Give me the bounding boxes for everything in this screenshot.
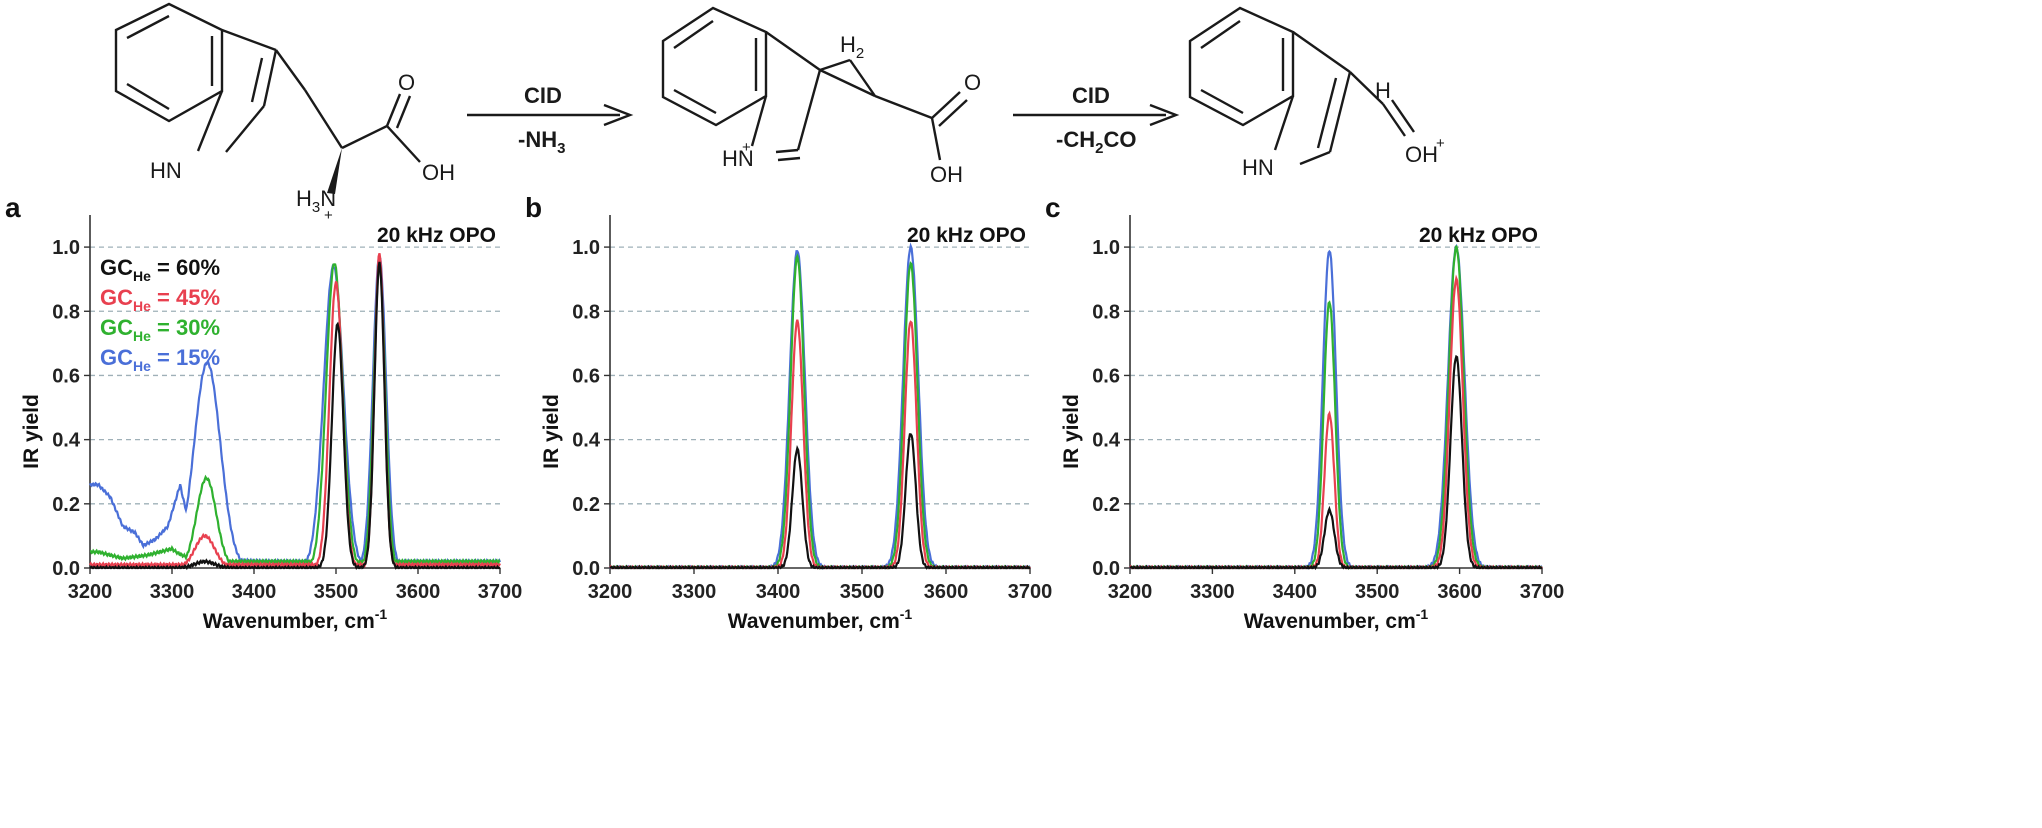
intermediate-hn-label: HN <box>722 146 754 171</box>
x-tick-label: 3600 <box>396 581 441 603</box>
y-axis-title: IR yield <box>20 394 43 469</box>
opo-annotation: 20 kHz OPO <box>377 224 496 247</box>
x-tick-label: 3400 <box>756 581 801 603</box>
panel-b: b 0.0 0.2 0.4 0.6 0.8 1.0 3200 3300 3400 3500 3600 3… <box>520 190 1200 828</box>
reaction-scheme: HN O OH CID -NH3 H2 HN + O OH CID -CH2CO… <box>114 2 1445 194</box>
y-tick-label: 0.8 <box>1092 301 1120 323</box>
product-nh-label: HN <box>1242 155 1274 180</box>
chart-a: a 0.0 0.2 0.4 0.6 0.8 1.0 3200 3300 3400 3500 3600 3… <box>5 192 523 633</box>
product-h-label: H <box>1375 78 1391 103</box>
y-tick-label: 0.8 <box>52 301 80 323</box>
product-charge: + <box>1436 135 1445 152</box>
x-tick-label: 3200 <box>1108 581 1153 603</box>
intermediate-h2-label: H2 <box>840 32 864 62</box>
x-tick-label: 3300 <box>672 581 717 603</box>
y-tick-label: 0.4 <box>572 430 601 452</box>
y-tick-label: 1.0 <box>52 237 80 259</box>
x-tick-label: 3700 <box>1008 581 1053 603</box>
series-line-111111 <box>1129 354 1543 571</box>
product-structure <box>1188 6 1415 166</box>
legend-entry: GCHe = 60% <box>100 255 220 284</box>
y-tick-label: 0.4 <box>1092 430 1121 452</box>
series-line-111111 <box>609 433 1031 570</box>
y-axis-title: IR yield <box>1060 394 1083 469</box>
x-axis-title: Wavenumber, cm-1 <box>728 606 913 633</box>
intermediate-oh-label: OH <box>930 162 963 187</box>
y-axis-title: IR yield <box>540 394 563 469</box>
svg-text:H3N: H3N <box>296 186 336 216</box>
x-tick-label: 3700 <box>478 581 523 603</box>
panel-c: c 0.0 0.2 0.4 0.6 0.8 1.0 3200 3300 3400 3500 3600 3… <box>1040 190 1720 828</box>
y-tick-label: 0.0 <box>572 558 600 580</box>
panel-a: a 0.0 0.2 0.4 0.6 0.8 1.0 3200 3300 3400 3500 3600 3… <box>0 190 680 828</box>
y-tick-label: 0.6 <box>52 365 80 387</box>
y-tick-label: 0.6 <box>1092 365 1120 387</box>
y-tick-label: 0.2 <box>572 494 600 516</box>
series-line-2fb12f <box>609 253 1031 570</box>
y-tick-label: 1.0 <box>572 237 600 259</box>
x-tick-label: 3200 <box>588 581 633 603</box>
y-tick-label: 0.0 <box>1092 558 1120 580</box>
chart-b: b 0.0 0.2 0.4 0.6 0.8 1.0 3200 3300 3400 3500 3600 3… <box>525 192 1053 633</box>
reactant-carbonyl-o: O <box>398 70 415 95</box>
panel-letter: c <box>1045 192 1061 223</box>
intermediate-structure <box>661 6 968 162</box>
series-line-e8404f <box>609 319 1031 570</box>
x-tick-label: 3600 <box>924 581 969 603</box>
x-tick-label: 3600 <box>1437 581 1482 603</box>
x-tick-label: 3300 <box>1190 581 1235 603</box>
x-tick-label: 3200 <box>68 581 113 603</box>
legend-entry: GCHe = 15% <box>100 345 220 374</box>
y-tick-label: 1.0 <box>1092 237 1120 259</box>
series-line-4a6fd8 <box>609 242 1031 570</box>
opo-annotation: 20 kHz OPO <box>907 224 1026 247</box>
intermediate-charge: + <box>742 139 751 156</box>
chart-c: c 0.0 0.2 0.4 0.6 0.8 1.0 3200 3300 3400 3500 3600 3… <box>1045 192 1565 633</box>
reactant-structure <box>114 2 421 163</box>
x-tick-label: 3400 <box>232 581 277 603</box>
x-axis-title: Wavenumber, cm-1 <box>203 606 388 633</box>
arrow1-top-label: CID <box>524 83 562 108</box>
y-tick-label: 0.6 <box>572 365 600 387</box>
series-line-e8404f <box>89 253 501 569</box>
reactant-nh-label: HN <box>150 158 182 183</box>
arrow2-top-label: CID <box>1072 83 1110 108</box>
y-tick-label: 0.2 <box>52 494 80 516</box>
arrow2-bottom-label: -CH2CO <box>1056 127 1136 157</box>
panel-letter: a <box>5 192 21 223</box>
x-axis-title: Wavenumber, cm-1 <box>1244 606 1429 633</box>
x-tick-label: 3400 <box>1273 581 1318 603</box>
y-tick-label: 0.8 <box>572 301 600 323</box>
opo-annotation: 20 kHz OPO <box>1419 224 1538 247</box>
arrow1-bottom-label: -NH3 <box>518 127 565 157</box>
reactant-oh-label: OH <box>422 160 455 185</box>
x-tick-label: 3500 <box>314 581 359 603</box>
reactant-amine-group: H3N + <box>296 186 336 222</box>
svg-text:+: + <box>324 207 333 222</box>
product-oh-label: OH <box>1405 142 1438 167</box>
y-tick-label: 0.2 <box>1092 494 1120 516</box>
series-line-111111 <box>89 261 501 571</box>
legend-entry: GCHe = 45% <box>100 285 220 314</box>
x-tick-label: 3700 <box>1520 581 1565 603</box>
x-tick-label: 3300 <box>150 581 195 603</box>
x-tick-label: 3500 <box>840 581 885 603</box>
y-tick-label: 0.4 <box>52 430 81 452</box>
intermediate-carbonyl-o: O <box>964 70 981 95</box>
y-tick-label: 0.0 <box>52 558 80 580</box>
x-tick-label: 3500 <box>1355 581 1400 603</box>
legend-entry: GCHe = 30% <box>100 315 220 344</box>
panel-letter: b <box>525 192 542 223</box>
